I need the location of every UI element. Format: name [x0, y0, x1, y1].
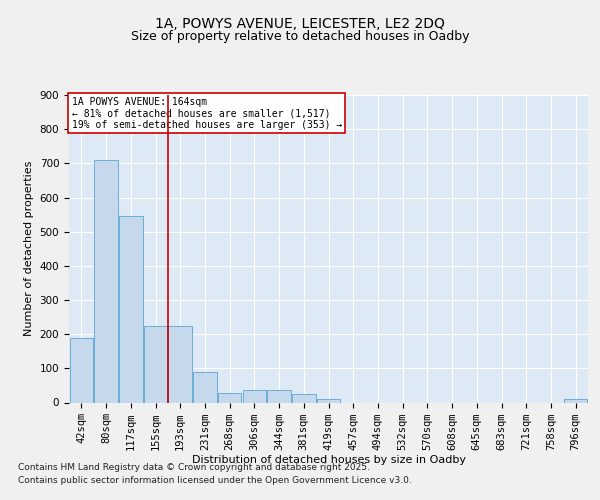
Text: 1A, POWYS AVENUE, LEICESTER, LE2 2DQ: 1A, POWYS AVENUE, LEICESTER, LE2 2DQ: [155, 18, 445, 32]
Text: 1A POWYS AVENUE: 164sqm
← 81% of detached houses are smaller (1,517)
19% of semi: 1A POWYS AVENUE: 164sqm ← 81% of detache…: [71, 96, 342, 130]
Bar: [193, 372, 217, 402]
Bar: [144, 326, 167, 402]
Bar: [119, 216, 143, 402]
Text: Size of property relative to detached houses in Oadby: Size of property relative to detached ho…: [131, 30, 469, 43]
Text: Contains HM Land Registry data © Crown copyright and database right 2025.: Contains HM Land Registry data © Crown c…: [18, 464, 370, 472]
Bar: [292, 394, 316, 402]
Text: Contains public sector information licensed under the Open Government Licence v3: Contains public sector information licen…: [18, 476, 412, 485]
Bar: [70, 338, 93, 402]
Bar: [218, 393, 241, 402]
Bar: [317, 399, 340, 402]
X-axis label: Distribution of detached houses by size in Oadby: Distribution of detached houses by size …: [191, 456, 466, 466]
Bar: [564, 399, 587, 402]
Bar: [268, 390, 291, 402]
Bar: [94, 160, 118, 402]
Y-axis label: Number of detached properties: Number of detached properties: [24, 161, 34, 336]
Bar: [169, 326, 192, 402]
Bar: [242, 390, 266, 402]
